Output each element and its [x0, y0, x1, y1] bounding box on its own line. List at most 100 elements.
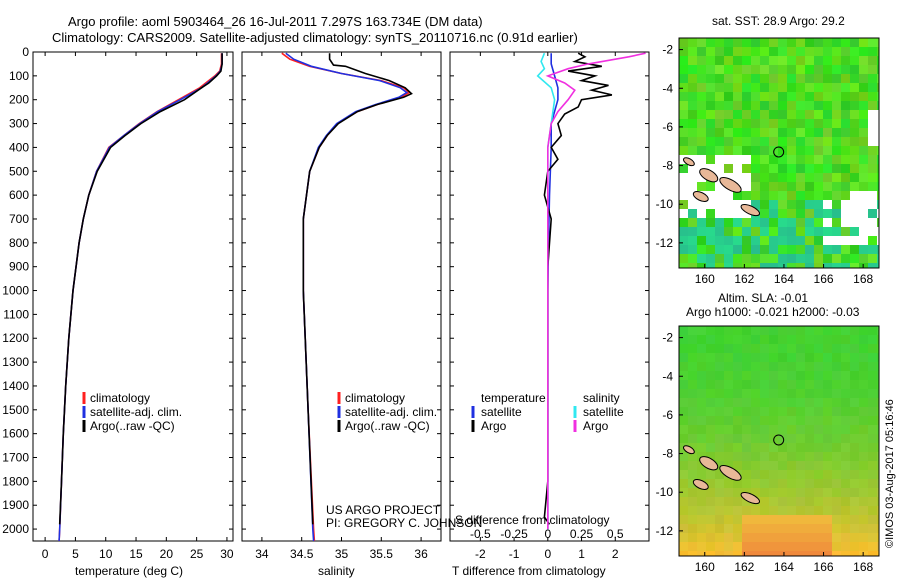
heatmap-cell — [823, 533, 833, 543]
heatmap-cell — [715, 191, 725, 201]
heatmap-cell — [796, 488, 806, 498]
heatmap-cell — [742, 443, 752, 453]
heatmap-cell — [859, 389, 869, 399]
heatmap-cell — [796, 218, 806, 228]
heatmap-cell — [733, 344, 743, 354]
heatmap-cell — [751, 119, 761, 129]
heatmap-cell — [868, 92, 878, 102]
heatmap-cell — [823, 236, 833, 246]
heatmap-cell — [715, 137, 725, 147]
heatmap-cell — [742, 155, 752, 165]
heatmap-cell — [787, 182, 797, 192]
heatmap-cell — [733, 83, 743, 93]
heatmap-cell — [823, 110, 833, 120]
heatmap-cell — [706, 452, 716, 462]
heatmap-cell — [841, 443, 851, 453]
heatmap-cell — [778, 488, 788, 498]
heatmap-cell — [697, 65, 707, 75]
heatmap-cell — [706, 425, 716, 435]
heatmap-cell — [760, 362, 770, 372]
heatmap-cell — [832, 56, 842, 66]
heatmap-cell — [841, 254, 851, 264]
land-island — [692, 191, 709, 202]
heatmap-cell — [706, 542, 716, 552]
heatmap-cell — [850, 218, 860, 228]
heatmap-cell — [742, 416, 752, 426]
heatmap-cell — [859, 488, 869, 498]
y-tick-label: -8 — [662, 159, 673, 173]
heatmap-cell — [841, 533, 851, 543]
legend-label-climatology: climatology — [345, 391, 405, 405]
heatmap-cell — [778, 101, 788, 111]
heatmap-cell — [796, 65, 806, 75]
heatmap-cell — [787, 461, 797, 471]
heatmap-cell — [850, 263, 860, 268]
heatmap-cell — [787, 398, 797, 408]
heatmap-cell — [697, 155, 707, 165]
heatmap-cell — [868, 344, 878, 354]
heatmap-cell — [814, 164, 824, 174]
heatmap-cell — [796, 362, 806, 372]
heatmap-cell — [859, 182, 869, 192]
heatmap-cell — [751, 47, 761, 57]
heatmap-cell — [679, 101, 689, 111]
heatmap-cell — [679, 146, 689, 156]
heatmap-cell — [859, 263, 869, 268]
heatmap-cell — [688, 38, 698, 48]
heatmap-cell — [787, 335, 797, 345]
heatmap-cell — [814, 209, 824, 219]
heatmap-cell — [823, 479, 833, 489]
heatmap-cell — [823, 524, 833, 534]
heatmap-cell — [823, 470, 833, 480]
heatmap-cell — [868, 74, 878, 84]
heatmap-cell — [715, 119, 725, 129]
heatmap-cell — [796, 173, 806, 183]
heatmap-cell — [688, 146, 698, 156]
heatmap-cell — [868, 434, 878, 444]
heatmap-cell — [796, 254, 806, 264]
heatmap-cell — [769, 452, 779, 462]
heatmap-cell — [778, 191, 788, 201]
heatmap-cell — [859, 371, 869, 381]
heatmap-cell — [850, 407, 860, 417]
heatmap-cell — [724, 263, 734, 268]
heatmap-cell — [760, 371, 770, 381]
heatmap-cell — [877, 542, 879, 552]
x-tick-label: 20 — [160, 547, 174, 561]
y-tick-label: 300 — [9, 117, 29, 131]
heatmap-cell — [688, 218, 698, 228]
x-tick-label: 0 — [42, 547, 49, 561]
heatmap-cell — [751, 524, 761, 534]
heatmap-cell — [868, 101, 878, 111]
heatmap-cell — [859, 119, 869, 129]
heatmap-cell — [742, 452, 752, 462]
heatmap-cell — [796, 416, 806, 426]
heatmap-cell — [850, 182, 860, 192]
heatmap-cell — [814, 542, 824, 552]
heatmap-cell — [760, 533, 770, 543]
heatmap-cell — [769, 245, 779, 255]
heatmap-cell — [787, 551, 797, 556]
heatmap-cell — [823, 218, 833, 228]
legend-label-climatology: climatology — [90, 391, 150, 405]
heatmap-cell — [877, 128, 879, 138]
heatmap-cell — [787, 101, 797, 111]
heatmap-cell — [679, 92, 689, 102]
heatmap-cell — [760, 515, 770, 525]
heatmap-cell — [742, 263, 752, 268]
salinity-axes — [241, 51, 442, 542]
heatmap-cell — [778, 452, 788, 462]
heatmap-cell — [688, 398, 698, 408]
heatmap-cell — [868, 137, 878, 147]
heatmap-cell — [814, 38, 824, 48]
argo-position-marker — [773, 146, 785, 158]
heatmap-cell — [859, 146, 869, 156]
heatmap-cell — [787, 38, 797, 48]
heatmap-cell — [679, 119, 689, 129]
heatmap-cell — [697, 524, 707, 534]
heatmap-cell — [787, 533, 797, 543]
heatmap-cell — [688, 461, 698, 471]
heatmap-cell — [715, 209, 725, 219]
heatmap-cell — [805, 146, 815, 156]
heatmap-cell — [751, 398, 761, 408]
